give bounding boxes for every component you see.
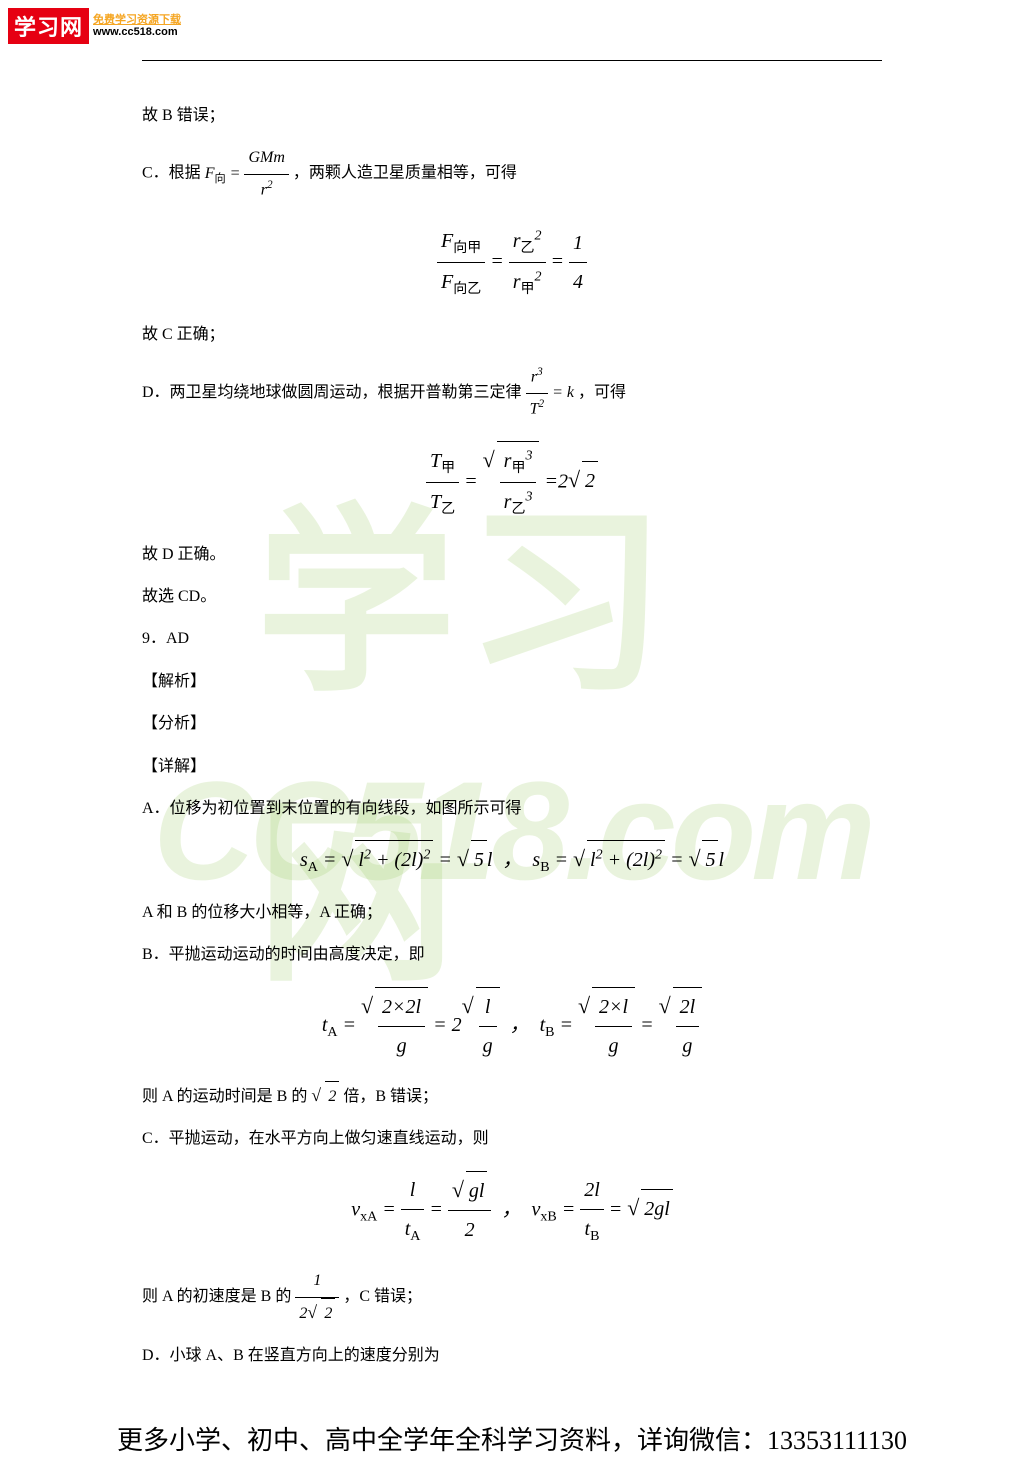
formula-block: vxA = ltA = gl2 ， vxB = 2ltB = 2gl [142,1171,882,1251]
top-divider [142,60,882,61]
page-content: 故 B 错误； C．根据 F向 = GMmr2 ，两颗人造卫星质量相等，可得 F… [142,0,882,1371]
formula-inline: F向 = GMmr2 [205,165,293,182]
text-span: ，C 错误； [343,1288,422,1305]
text-line: 【解析】 [142,667,882,697]
text-line: 故 C 正确； [142,320,882,350]
text-line: 故选 CD。 [142,582,882,612]
text-line: 故 D 正确。 [142,540,882,570]
text-line: D．小球 A、B 在竖直方向上的速度分别为 [142,1341,882,1371]
formula-block: F向甲 F向乙 = r乙2 r甲2 = 1 4 [142,222,882,304]
text-line: A 和 B 的位移大小相等，A 正确； [142,898,882,928]
text-span: 则 A 的运动时间是 B 的 [142,1088,307,1105]
text-span: ，两颗人造卫星质量相等，可得 [293,165,517,182]
text-line: 9．AD [142,624,882,654]
text-line: C．平抛运动，在水平方向上做匀速直线运动，则 [142,1124,882,1154]
text-line: 则 A 的运动时间是 B 的 2 倍，B 错误； [142,1081,882,1112]
text-span: C．根据 [142,165,201,182]
text-line: 【详解】 [142,752,882,782]
formula-inline: 122 [295,1288,343,1305]
text-line: 则 A 的初速度是 B 的 122 ，C 错误； [142,1266,882,1329]
text-span: D．两卫星均绕地球做圆周运动，根据开普勒第三定律 [142,384,526,401]
text-line: 故 B 错误； [142,101,882,131]
formula-block: T甲 T乙 = r甲3 r乙3 =22 [142,441,882,524]
text-line: C．根据 F向 = GMmr2 ，两颗人造卫星质量相等，可得 [142,143,882,205]
formula-block: tA = 2×2lg = 2lg ， tB = 2×lg = 2lg [142,987,882,1065]
text-line: B．平抛运动运动的时间由高度决定，即 [142,940,882,970]
document-body: 故 B 错误； C．根据 F向 = GMmr2 ，两颗人造卫星质量相等，可得 F… [142,101,882,1371]
formula-block: sA = l2 + (2l)2 = 5l ， sB = l2 + (2l)2 =… [142,840,882,882]
formula-inline: r3T2 = k [526,384,578,401]
text-span: 倍，B 错误； [343,1088,438,1105]
logo-main: 学习网 [8,8,89,44]
text-line: 【分析】 [142,709,882,739]
text-line: A．位移为初位置到末位置的有向线段，如图所示可得 [142,794,882,824]
formula-inline: 2 [311,1088,339,1105]
text-span: 则 A 的初速度是 B 的 [142,1288,295,1305]
page-footer: 更多小学、初中、高中全学年全科学习资料，详询微信：13353111130 [0,1390,1024,1477]
text-span: ，可得 [578,384,626,401]
text-line: D．两卫星均绕地球做圆周运动，根据开普勒第三定律 r3T2 = k ，可得 [142,362,882,424]
